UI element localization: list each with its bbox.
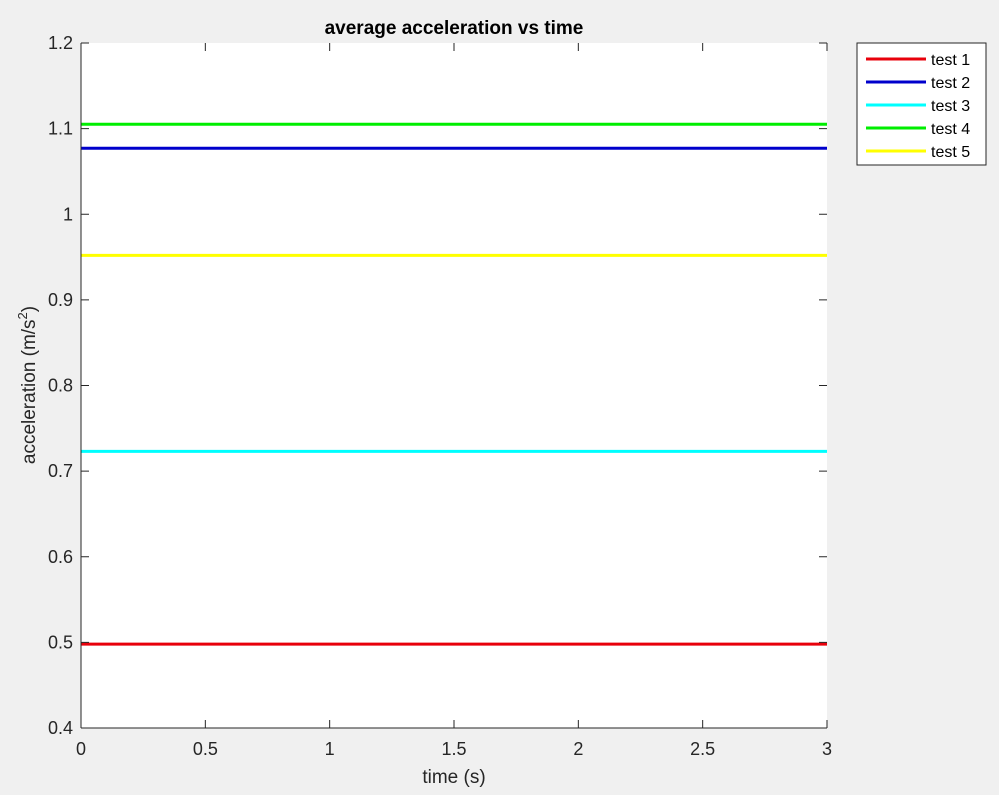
- y-tick-label: 0.7: [48, 461, 73, 481]
- axes-layer: 0 0.5 1 1.5 2 2.5 3 0.4 0.5 0.6 0.7 0.8 0.9 1 1.1 1.2: [48, 33, 832, 759]
- chart-title: average acceleration vs time: [325, 18, 584, 39]
- x-tick-label: 1: [325, 739, 335, 759]
- x-tick-label: 3: [822, 739, 832, 759]
- x-axis-label: time (s): [422, 767, 485, 788]
- x-tick-label: 2: [573, 739, 583, 759]
- plot-area: [81, 43, 827, 728]
- y-tick-label: 0.9: [48, 290, 73, 310]
- series-layer: [81, 122, 827, 646]
- y-tick-label: 0.5: [48, 632, 73, 652]
- y-axis-label-main: acceleration (m/s: [19, 319, 40, 464]
- legend-label-3: test 3: [931, 98, 970, 115]
- y-axis-label: acceleration (m/s2): [15, 306, 40, 464]
- legend-label-1: test 1: [931, 52, 970, 69]
- y-axis-label-superscript: 2: [15, 312, 30, 319]
- x-tick-label: 1.5: [441, 739, 466, 759]
- legend-label-2: test 2: [931, 75, 970, 92]
- y-tick-label: 1.2: [48, 33, 73, 53]
- x-tick-label: 0.5: [193, 739, 218, 759]
- y-tick-label: 1.1: [48, 119, 73, 139]
- y-tick-label: 1: [63, 204, 73, 224]
- x-tick-label: 2.5: [690, 739, 715, 759]
- y-tick-label: 0.6: [48, 547, 73, 567]
- y-tick-label: 0.4: [48, 718, 73, 738]
- y-tick-label: 0.8: [48, 376, 73, 396]
- y-axis-label-suffix: ): [19, 306, 40, 312]
- legend-label-4: test 4: [931, 121, 970, 138]
- x-tick-label: 0: [76, 739, 86, 759]
- legend: test 1 test 2 test 3 test 4 test 5: [856, 42, 987, 166]
- legend-label-5: test 5: [931, 144, 970, 161]
